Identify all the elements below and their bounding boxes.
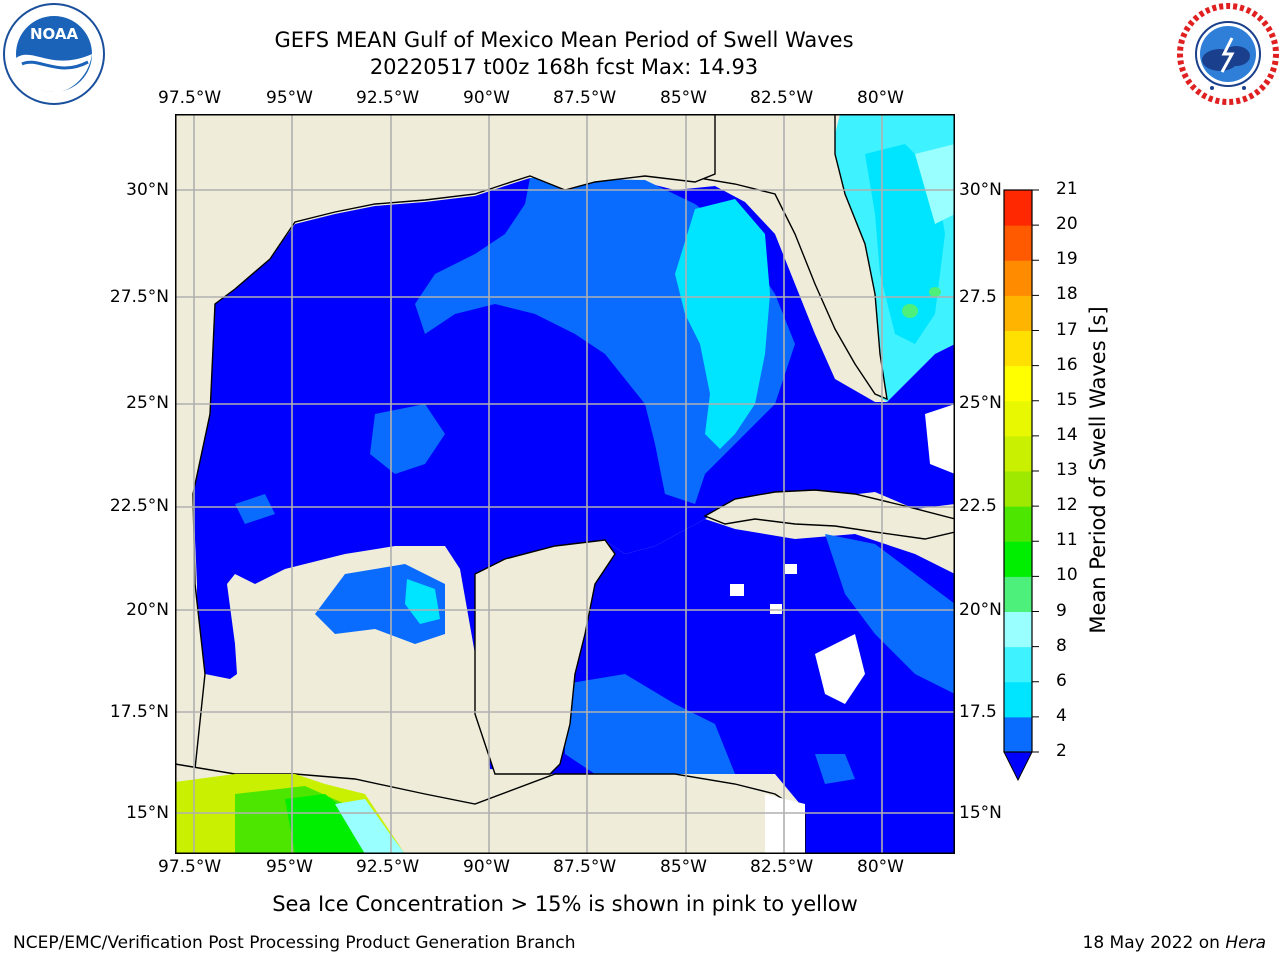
lon-label: 95°W [266, 857, 313, 877]
right-latitude-labels: 30°N 27.5 25°N 22.5 20°N 17.5 15°N [959, 0, 1009, 960]
lat-label: 20°N [959, 600, 1002, 620]
lon-label: 87.5°W [553, 88, 617, 108]
footer-date-text: 18 May 2022 on [1082, 933, 1226, 953]
florida-land [674, 114, 955, 401]
footer-date: 18 May 2022 on Hera [1083, 933, 1267, 953]
colorbar-block [1004, 506, 1032, 542]
lon-label: 80°W [857, 857, 904, 877]
lat-label: 17.5°N [109, 702, 169, 722]
lat-label: 25°N [959, 393, 1002, 413]
lon-label: 85°W [660, 88, 707, 108]
lon-label: 92.5°W [356, 857, 420, 877]
colorbar-tick-label: 4 [1056, 705, 1067, 726]
colorbar-block [1004, 716, 1032, 753]
atlantic-field-south [875, 344, 955, 509]
colorbar-block [1004, 260, 1032, 296]
left-latitude-labels: 30°N 27.5°N 25°N 22.5°N 20°N 17.5°N 15°N [0, 0, 175, 960]
colorbar [1003, 189, 1039, 782]
colorbar-block [1004, 681, 1032, 718]
lat-label: 15°N [959, 803, 1002, 823]
footer-host: Hera [1225, 933, 1266, 953]
map-title: GEFS MEAN Gulf of Mexico Mean Period of … [274, 28, 854, 52]
lon-label: 87.5°W [553, 857, 617, 877]
colorbar-block [1004, 541, 1032, 577]
lon-label: 95°W [266, 88, 313, 108]
colorbar-block [1004, 365, 1032, 402]
cuba-land [703, 489, 955, 540]
colorbar-tick-label: 11 [1056, 530, 1078, 551]
colorbar-tick-label: 21 [1056, 179, 1078, 199]
colorbar-block [1004, 471, 1032, 507]
colorbar-block [1004, 646, 1032, 683]
colorbar-block [1004, 400, 1032, 437]
colorbar-block [1004, 435, 1032, 472]
colorbar-tick-label: 6 [1056, 670, 1067, 691]
lon-label: 90°W [463, 857, 510, 877]
yucatan-land [474, 539, 616, 775]
lat-label: 27.5°N [109, 287, 169, 307]
lat-label: 20°N [126, 600, 169, 620]
colorbar-tick-label: 2 [1056, 741, 1067, 761]
nws-logo-icon [1176, 2, 1280, 106]
colorbar-tick-label: 9 [1056, 600, 1067, 621]
colorbar-tick-label: 12 [1056, 495, 1078, 516]
swell-4-6s-regions [405, 144, 945, 624]
colorbar-tick-label: 20 [1056, 214, 1078, 235]
colorbar-block [1004, 190, 1032, 226]
lon-label: 80°W [857, 88, 904, 108]
lat-label: 25°N [126, 393, 169, 413]
lat-label: 30°N [126, 180, 169, 200]
lat-label: 27.5 [959, 287, 997, 307]
colorbar-block [1004, 576, 1032, 612]
lon-label: 97.5°W [158, 857, 222, 877]
noaa-logo-icon: NOAA [2, 2, 106, 106]
sea-ice-note: Sea Ice Concentration > 15% is shown in … [272, 892, 858, 916]
colorbar-tick-label: 8 [1056, 635, 1067, 656]
lat-label: 22.5°N [109, 496, 169, 516]
colorbar-tick-label: 10 [1056, 565, 1078, 586]
lat-label: 30°N [959, 180, 1002, 200]
top-longitude-labels: 97.5°W 95°W 92.5°W 90°W 87.5°W 85°W 82.5… [0, 88, 1280, 110]
mexico-coast-land [175, 114, 716, 854]
colorbar-block [1004, 611, 1032, 648]
noaa-logo-text: NOAA [30, 25, 79, 43]
colorbar-tick-label: 16 [1056, 354, 1078, 375]
lat-label: 15°N [126, 803, 169, 823]
colorbar-block [1004, 295, 1032, 331]
colorbar-tick-label: 15 [1056, 389, 1078, 410]
no-data-regions [730, 404, 955, 854]
footer-credit: NCEP/EMC/Verification Post Processing Pr… [13, 933, 576, 953]
lon-label: 90°W [463, 88, 510, 108]
swell-higher-regions [902, 144, 955, 318]
graticule [175, 114, 955, 854]
colorbar-tick-label: 13 [1056, 460, 1078, 480]
gulf-swell-period-map [175, 114, 955, 854]
colorbar-block [1004, 330, 1032, 367]
colorbar-tick-label: 17 [1056, 319, 1078, 340]
lat-label: 17.5 [959, 702, 997, 722]
colorbar-title: Mean Period of Swell Waves [s] [1086, 306, 1110, 634]
colorbar-tick-label: 19 [1056, 249, 1078, 270]
colorbar-extend-arrow [1003, 751, 1033, 782]
colorbar-tick-label: 14 [1056, 424, 1078, 445]
colorbar-tick-label: 18 [1056, 284, 1078, 305]
lon-label: 92.5°W [356, 88, 420, 108]
lon-label: 97.5°W [158, 88, 222, 108]
colorbar-block [1004, 225, 1032, 261]
lon-label: 85°W [660, 857, 707, 877]
lat-label: 22.5 [959, 496, 997, 516]
lon-label: 82.5°W [750, 857, 814, 877]
lon-label: 82.5°W [750, 88, 814, 108]
bottom-longitude-labels: 97.5°W 95°W 92.5°W 90°W 87.5°W 85°W 82.5… [0, 857, 1280, 879]
map-subtitle: 20220517 t00z 168h fcst Max: 14.93 [369, 55, 759, 79]
colorbar-tick-labels: 2 4 6 8 9 10 11 12 13 14 15 16 17 18 19 20 21 [1052, 179, 1092, 780]
